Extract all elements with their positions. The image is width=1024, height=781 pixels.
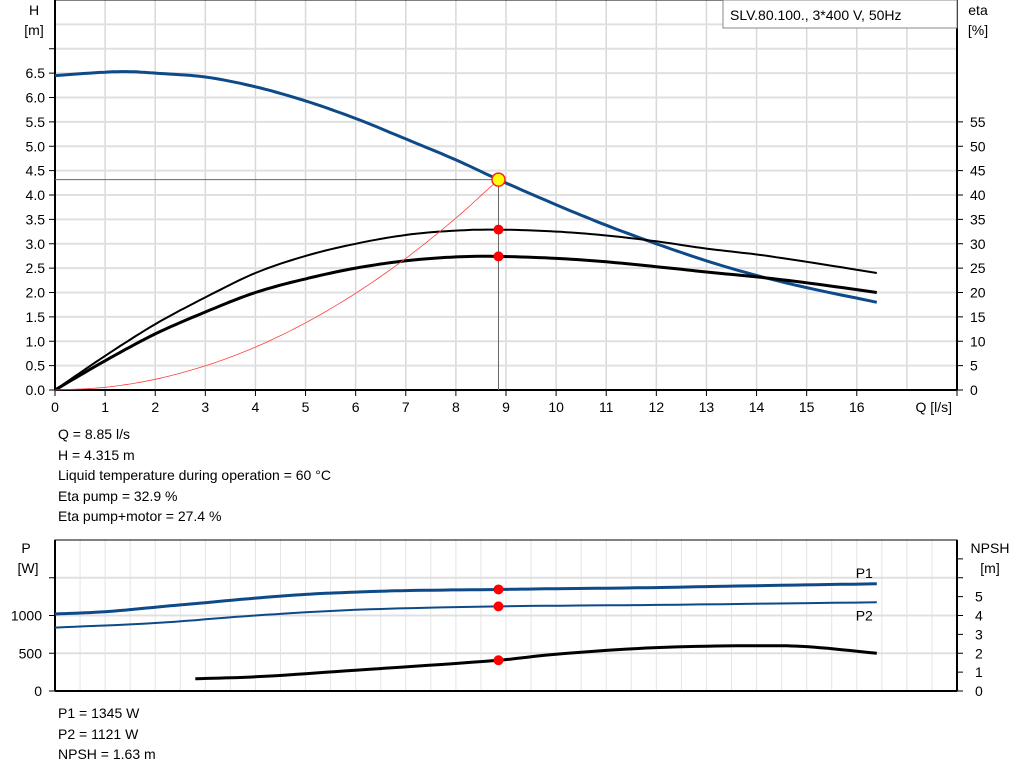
x-tick-label: 11 xyxy=(599,399,614,415)
x-tick-label: 0 xyxy=(51,399,59,415)
y2-tick-label: 0 xyxy=(970,382,978,398)
p2-point xyxy=(493,601,504,612)
x-tick-label: 6 xyxy=(352,399,360,415)
p2-curve-label: P2 xyxy=(856,607,873,623)
y-tick-label: 5.0 xyxy=(26,138,46,154)
y-tick-label: 5.5 xyxy=(26,114,46,130)
y-tick-label: 2.0 xyxy=(26,285,46,301)
y-axis-unit: [W] xyxy=(18,560,39,576)
y2-tick-label: 2 xyxy=(975,645,983,661)
x-tick-label: 13 xyxy=(699,399,715,415)
y-tick-label: 3.5 xyxy=(26,211,46,227)
y-tick-label: 0.0 xyxy=(26,382,46,398)
info-eta-total: Eta pump+motor = 27.4 % xyxy=(58,508,222,524)
y2-tick-label: 0 xyxy=(975,683,983,699)
x-tick-label: 16 xyxy=(849,399,865,415)
y-tick-label: 6.0 xyxy=(26,90,46,106)
y2-axis-label: eta xyxy=(968,2,988,18)
y2-tick-label: 15 xyxy=(970,309,986,325)
y-axis-label: H xyxy=(29,2,39,18)
y2-tick-label: 5 xyxy=(975,589,983,605)
system-curve xyxy=(54,179,499,391)
y-tick-label: 0 xyxy=(34,683,42,699)
info-temperature: Liquid temperature during operation = 60… xyxy=(58,467,331,483)
y-tick-label: 500 xyxy=(19,645,43,661)
x-tick-label: 8 xyxy=(452,399,460,415)
x-tick-label: 10 xyxy=(548,399,564,415)
y2-tick-label: 55 xyxy=(970,114,986,130)
y-tick-label: 4.0 xyxy=(26,187,46,203)
y2-tick-label: 50 xyxy=(970,138,986,154)
qh-curve xyxy=(54,70,878,304)
info-q: Q = 8.85 l/s xyxy=(58,426,130,442)
x-tick-label: 5 xyxy=(302,399,310,415)
y2-axis-label: NPSH xyxy=(971,540,1010,556)
x-tick-label: 3 xyxy=(201,399,209,415)
info-p1: P1 = 1345 W xyxy=(58,705,140,721)
y-tick-label: 3.0 xyxy=(26,236,46,252)
legend-box xyxy=(722,0,958,29)
x-tick-label: 2 xyxy=(151,399,159,415)
y-tick-label: 1.0 xyxy=(26,333,46,349)
y2-tick-label: 20 xyxy=(970,285,986,301)
y2-tick-label: 10 xyxy=(970,333,986,349)
npsh-point xyxy=(493,655,504,666)
y2-axis-unit: [m] xyxy=(980,560,999,576)
info-h: H = 4.315 m xyxy=(58,446,135,463)
chart-title: SLV.80.100., 3*400 V, 50Hz xyxy=(730,7,902,23)
p1-curve-label: P1 xyxy=(856,565,873,581)
info-p2: P2 = 1121 W xyxy=(58,725,139,742)
y-tick-label: 6.5 xyxy=(26,65,46,81)
x-axis-label: Q [l/s] xyxy=(915,399,952,415)
info-npsh: NPSH = 1.63 m xyxy=(58,746,156,762)
eta-total-curve xyxy=(54,254,878,392)
info-eta-pump: Eta pump = 32.9 % xyxy=(58,487,178,504)
y2-tick-label: 30 xyxy=(970,236,986,252)
x-tick-label: 14 xyxy=(749,399,765,415)
y2-tick-label: 3 xyxy=(975,626,983,642)
y2-tick-label: 45 xyxy=(970,163,986,179)
x-tick-label: 9 xyxy=(502,399,510,415)
y-tick-label: 0.5 xyxy=(26,358,46,374)
p1-point xyxy=(493,584,504,595)
eta-total-point xyxy=(493,251,504,262)
p1-curve xyxy=(54,582,877,616)
x-tick-label: 12 xyxy=(649,399,665,415)
p2-curve xyxy=(54,601,877,629)
y-axis-label: P xyxy=(21,540,30,556)
npsh-curve xyxy=(195,644,877,681)
x-tick-label: 15 xyxy=(799,399,815,415)
y2-tick-label: 40 xyxy=(970,187,986,203)
y-tick-label: 2.5 xyxy=(26,260,46,276)
power-info: P1 = 1345 W P2 = 1121 W NPSH = 1.63 m xyxy=(58,703,156,765)
y-tick-label: 4.5 xyxy=(26,163,46,179)
eta-pump-curve xyxy=(54,228,877,391)
x-tick-label: 7 xyxy=(402,399,410,415)
y-tick-label: 1.5 xyxy=(26,309,46,325)
y-axis-unit: [m] xyxy=(24,22,43,38)
y-tick-label: 1000 xyxy=(11,608,42,624)
y2-axis-unit: [%] xyxy=(968,22,988,38)
y2-tick-label: 1 xyxy=(975,664,983,680)
x-tick-label: 1 xyxy=(101,399,109,415)
y2-tick-label: 5 xyxy=(970,358,978,374)
duty-point xyxy=(491,172,506,187)
operating-point-info: Q = 8.85 l/s H = 4.315 m Liquid temperat… xyxy=(58,424,331,527)
eta-pump-point xyxy=(493,224,504,235)
y2-tick-label: 4 xyxy=(975,608,983,624)
y2-tick-label: 25 xyxy=(970,260,986,276)
y2-tick-label: 35 xyxy=(970,211,986,227)
x-tick-label: 4 xyxy=(252,399,260,415)
